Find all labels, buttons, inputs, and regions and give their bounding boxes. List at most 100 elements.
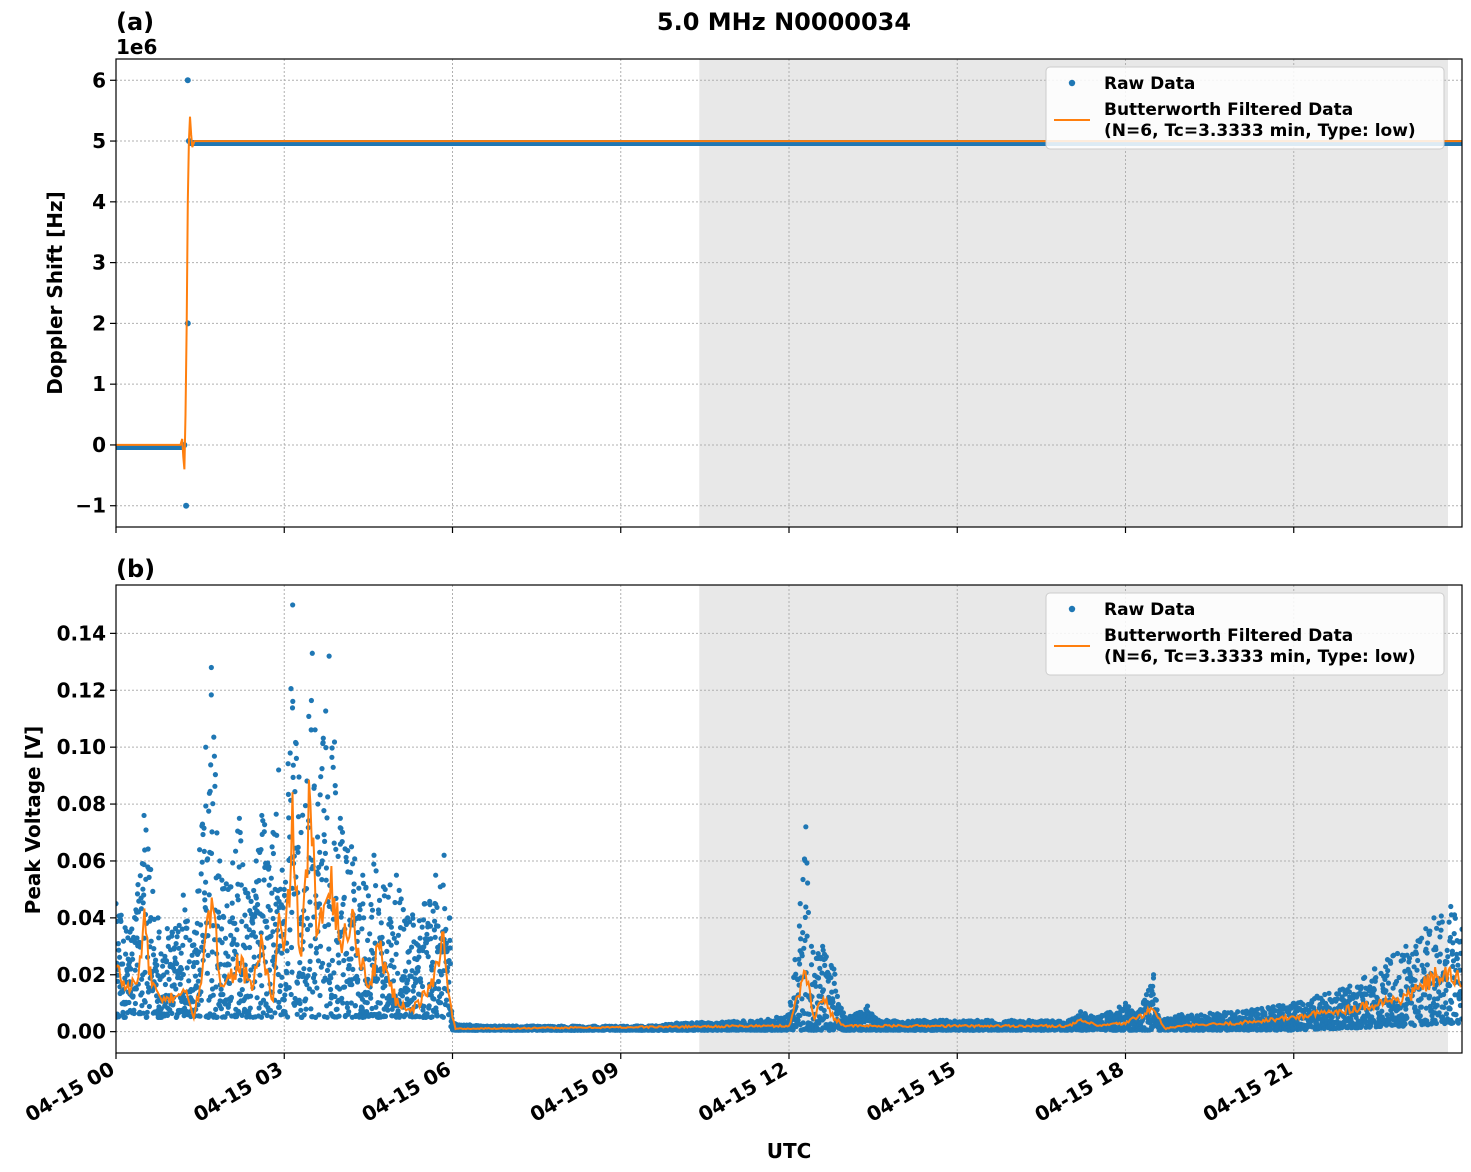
raw-data-point	[274, 909, 280, 915]
raw-data-point	[155, 972, 161, 979]
raw-data-point	[251, 954, 257, 960]
raw-data-point	[425, 954, 431, 960]
raw-data-point	[180, 971, 186, 978]
raw-data-point	[253, 895, 259, 901]
raw-data-point	[176, 945, 182, 951]
raw-data-point	[232, 920, 238, 927]
raw-data-point	[173, 986, 179, 992]
raw-data-point	[139, 976, 145, 982]
raw-data-point	[184, 77, 191, 84]
raw-data-point	[373, 868, 379, 874]
raw-data-point	[148, 866, 154, 873]
raw-data-point	[801, 945, 807, 951]
raw-data-point	[351, 888, 357, 895]
raw-data-point	[214, 1014, 220, 1020]
raw-data-point	[260, 1010, 266, 1016]
raw-data-point	[198, 871, 204, 877]
raw-data-point	[156, 929, 162, 935]
raw-data-point	[262, 822, 268, 828]
raw-data-point	[1358, 984, 1364, 990]
raw-data-point	[308, 697, 314, 704]
figure-title: 5.0 MHz N0000034	[657, 8, 911, 36]
raw-data-point	[255, 901, 261, 908]
raw-data-point	[300, 812, 306, 818]
raw-data-point	[434, 904, 440, 911]
raw-data-point	[151, 946, 157, 952]
raw-data-point	[164, 969, 170, 975]
raw-data-point	[228, 994, 234, 1000]
raw-data-point	[285, 791, 291, 798]
raw-data-point	[145, 846, 151, 852]
raw-data-point	[429, 1014, 435, 1020]
raw-data-point	[221, 914, 227, 920]
raw-data-point	[199, 821, 206, 827]
raw-data-point	[133, 986, 139, 992]
raw-data-point	[206, 808, 212, 814]
raw-data-point	[399, 993, 406, 999]
raw-data-point	[126, 999, 132, 1006]
raw-data-point	[824, 1013, 830, 1020]
raw-data-point	[135, 882, 141, 888]
raw-data-point	[221, 885, 227, 892]
legend-filtered-label-line1: Butterworth Filtered Data	[1104, 100, 1353, 120]
raw-data-point	[227, 980, 233, 987]
raw-data-point	[371, 861, 377, 867]
raw-data-point	[1300, 1001, 1306, 1008]
raw-data-point	[237, 829, 243, 836]
raw-data-point	[300, 971, 306, 977]
raw-data-point	[295, 849, 301, 855]
raw-data-point	[321, 832, 327, 838]
raw-data-point	[405, 987, 411, 993]
raw-data-point	[802, 914, 808, 921]
raw-data-point	[320, 740, 326, 746]
raw-data-point	[195, 978, 201, 984]
raw-data-point	[295, 844, 301, 851]
raw-data-point	[268, 933, 274, 939]
raw-data-point	[245, 890, 251, 896]
raw-data-point	[287, 750, 293, 756]
raw-data-point	[225, 1010, 231, 1016]
raw-data-point	[141, 892, 147, 898]
raw-data-point	[224, 903, 230, 909]
raw-data-point	[447, 945, 453, 951]
raw-data-point	[432, 918, 438, 924]
raw-data-point	[288, 686, 294, 692]
raw-data-point	[233, 848, 239, 854]
raw-data-point	[285, 1014, 291, 1020]
raw-data-point	[289, 969, 295, 975]
raw-data-point	[388, 924, 394, 930]
raw-data-point	[316, 864, 322, 871]
raw-data-point	[295, 814, 302, 820]
raw-data-point	[325, 794, 331, 800]
raw-data-point	[438, 972, 444, 978]
raw-data-point	[269, 890, 275, 896]
raw-data-point	[234, 927, 240, 933]
raw-data-point	[116, 947, 122, 953]
raw-data-point	[316, 901, 323, 907]
raw-data-point	[144, 981, 150, 987]
raw-data-point	[266, 864, 272, 870]
raw-data-point	[286, 815, 292, 821]
raw-data-point	[290, 762, 296, 768]
raw-data-point	[403, 1011, 409, 1017]
raw-data-point	[327, 1001, 333, 1007]
y-tick-label: 3	[92, 251, 106, 275]
raw-data-point	[331, 970, 337, 976]
raw-data-point	[215, 909, 222, 915]
raw-data-point	[395, 970, 401, 976]
raw-data-point	[303, 996, 309, 1002]
raw-data-point	[144, 1009, 150, 1015]
raw-data-point	[264, 991, 270, 997]
raw-data-point	[405, 977, 411, 983]
raw-data-point	[376, 897, 383, 904]
raw-data-point	[401, 974, 407, 980]
raw-data-point	[832, 971, 838, 977]
raw-data-point	[315, 871, 321, 877]
raw-data-point	[153, 957, 159, 963]
legend-raw-label: Raw Data	[1104, 74, 1195, 94]
raw-data-point	[294, 980, 301, 986]
raw-data-point	[369, 914, 375, 920]
legend-frame	[1045, 66, 1445, 150]
